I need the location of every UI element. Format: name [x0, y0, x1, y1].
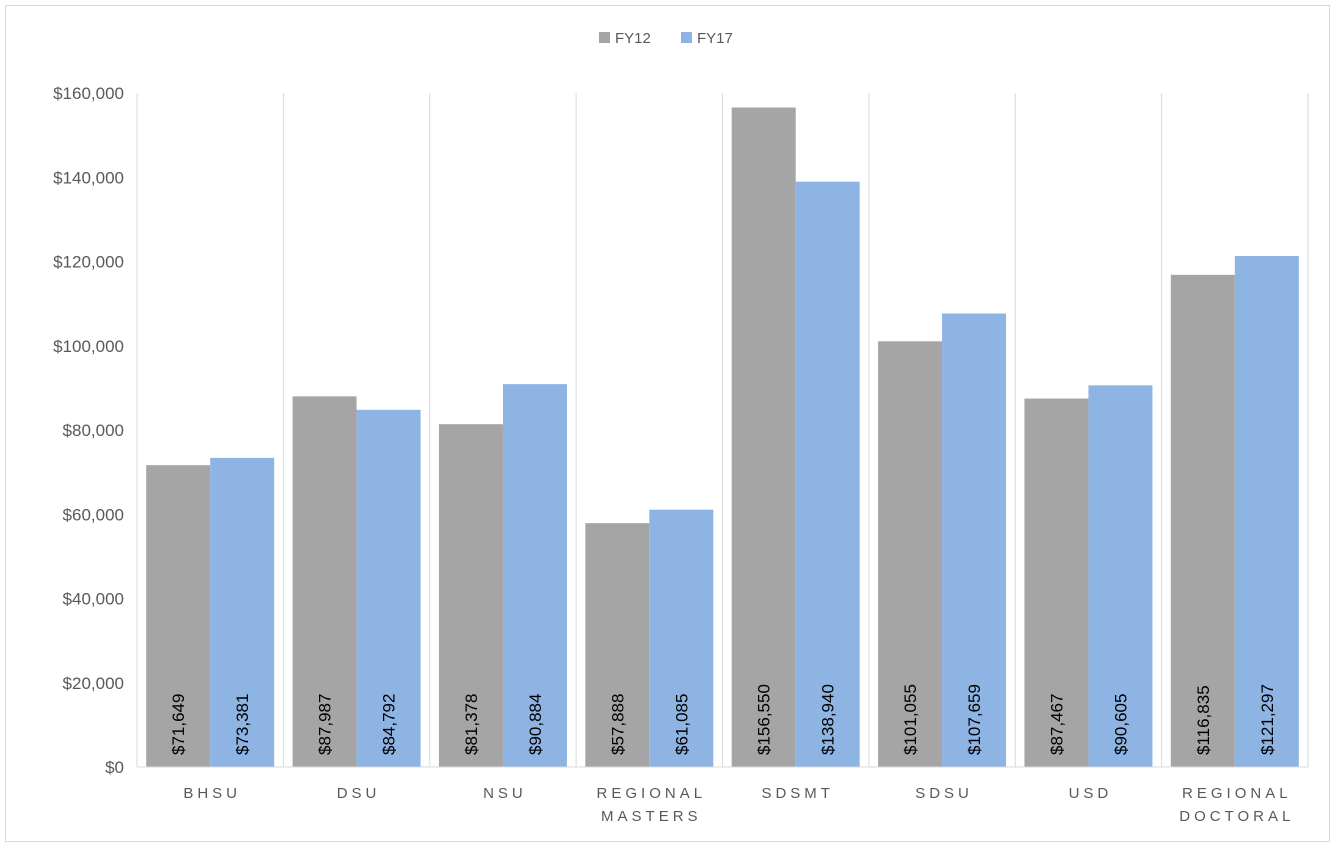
chart-frame: $71,649 $87,987 $81,378 $57,888 $156,550 $101…	[5, 5, 1330, 842]
data-label: $71,649	[169, 694, 188, 755]
data-label: $87,987	[316, 694, 335, 755]
legend-swatch-fy17	[681, 32, 692, 43]
bar-fy17	[210, 457, 275, 767]
x-category-label: REGIONAL	[597, 785, 707, 802]
data-label: $90,884	[526, 694, 545, 755]
bar-fy12	[146, 465, 211, 767]
x-category-label: MASTERS	[601, 808, 702, 825]
data-label: $101,055	[901, 684, 920, 755]
data-label: $90,605	[1111, 694, 1130, 755]
legend-swatch-fy12	[599, 32, 610, 43]
x-category-label: DSU	[337, 785, 381, 802]
bar-fy17	[649, 509, 714, 767]
x-category-label: SDSMT	[761, 785, 834, 802]
y-tick-label: $60,000	[63, 505, 124, 524]
data-label: $84,792	[380, 694, 399, 755]
data-label: $87,467	[1047, 694, 1066, 755]
x-category-label: REGIONAL	[1182, 785, 1292, 802]
bar-fy17	[795, 181, 860, 767]
bar-fy12	[1024, 398, 1089, 767]
legend-label-fy17: FY17	[697, 30, 733, 47]
bar-chart: $71,649 $87,987 $81,378 $57,888 $156,550 $101…	[53, 30, 1309, 825]
data-label: $116,835	[1194, 685, 1213, 755]
y-tick-label: $120,000	[53, 253, 124, 272]
x-category-label: SDSU	[915, 785, 973, 802]
bar-fy17	[502, 384, 567, 767]
grid-layer	[136, 93, 1309, 767]
x-category-label: BHSU	[183, 785, 241, 802]
y-tick-label: $100,000	[53, 337, 124, 356]
data-label: $156,550	[755, 684, 774, 755]
bar-fy12	[731, 107, 796, 767]
bar-fy12	[878, 341, 943, 767]
bars-layer	[146, 107, 1299, 767]
y-tick-label: $20,000	[63, 674, 124, 693]
data-labels-layer: $71,649 $87,987 $81,378 $57,888 $156,550 $101…	[169, 684, 1277, 755]
bar-fy17	[942, 313, 1007, 767]
x-category-label: NSU	[483, 785, 527, 802]
bar-fy12	[585, 523, 650, 767]
y-tick-label: $160,000	[53, 84, 124, 103]
x-category-label: DOCTORAL	[1179, 808, 1294, 825]
bar-fy12	[438, 424, 503, 767]
bar-fy17	[1088, 385, 1153, 767]
y-tick-label: $80,000	[63, 421, 124, 440]
data-label: $81,378	[462, 694, 481, 755]
data-label: $138,940	[819, 684, 838, 755]
data-label: $61,085	[672, 694, 691, 755]
bar-fy17	[1234, 256, 1299, 767]
y-tick-label: $40,000	[63, 590, 124, 609]
data-label: $73,381	[233, 694, 252, 755]
data-label: $121,297	[1258, 684, 1277, 755]
legend-label-fy12: FY12	[615, 30, 651, 47]
bar-fy12	[292, 396, 357, 767]
data-label: $107,659	[965, 684, 984, 755]
bar-fy17	[356, 409, 421, 767]
axis-layer: $0 $20,000 $40,000 $60,000 $80,000 $100,000 $1…	[53, 84, 1308, 825]
bar-fy12	[1170, 274, 1235, 767]
y-tick-label: $0	[105, 758, 124, 777]
y-tick-label: $140,000	[53, 168, 124, 187]
data-label: $57,888	[608, 694, 627, 755]
x-category-label: USD	[1069, 785, 1113, 802]
legend: FY12 FY17	[599, 30, 733, 47]
